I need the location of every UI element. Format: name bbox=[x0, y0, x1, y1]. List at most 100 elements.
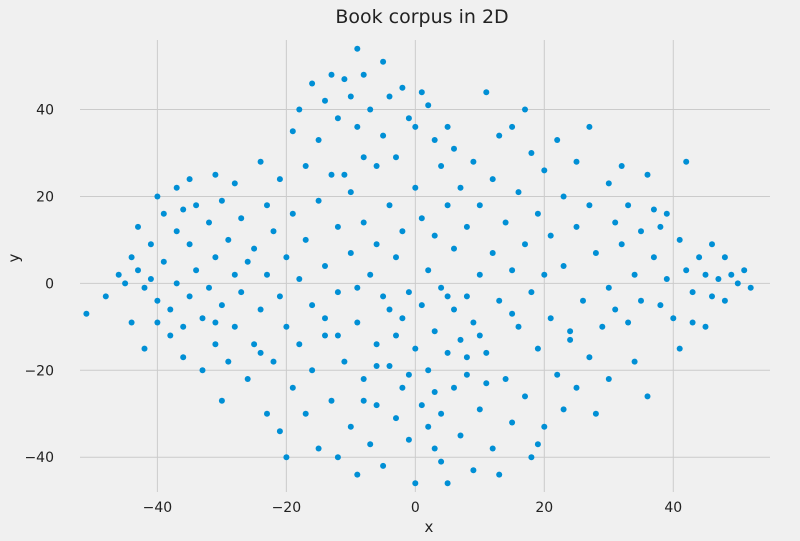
scatter-point bbox=[489, 176, 496, 183]
scatter-point bbox=[251, 341, 258, 348]
scatter-point bbox=[173, 228, 180, 235]
scatter-point bbox=[702, 323, 709, 330]
scatter-point bbox=[309, 80, 316, 87]
scatter-point bbox=[670, 315, 677, 322]
scatter-point bbox=[625, 202, 632, 209]
scatter-point bbox=[367, 441, 374, 448]
scatter-point bbox=[431, 328, 438, 335]
scatter-point bbox=[135, 267, 141, 274]
scatter-point bbox=[167, 332, 174, 339]
y-tick-label: 0 bbox=[45, 276, 54, 292]
x-axis-label: x bbox=[425, 518, 434, 536]
scatter-point bbox=[296, 341, 303, 348]
scatter-point bbox=[431, 232, 438, 239]
scatter-point bbox=[334, 332, 341, 339]
scatter-point bbox=[418, 89, 425, 96]
scatter-point bbox=[676, 345, 683, 352]
scatter-point bbox=[218, 397, 225, 404]
scatter-point bbox=[322, 263, 328, 269]
scatter-point bbox=[605, 376, 612, 382]
scatter-point bbox=[322, 332, 328, 339]
scatter-point bbox=[425, 367, 432, 374]
scatter-point bbox=[173, 184, 180, 191]
scatter-point bbox=[399, 315, 406, 322]
scatter-point bbox=[444, 202, 451, 209]
scatter-point bbox=[102, 293, 109, 300]
scatter-point bbox=[212, 171, 219, 178]
scatter-point bbox=[515, 189, 522, 196]
scatter-point bbox=[238, 289, 245, 296]
scatter-point bbox=[160, 258, 167, 265]
scatter-point bbox=[309, 302, 316, 309]
scatter-point bbox=[573, 384, 580, 391]
scatter-point bbox=[186, 241, 193, 248]
scatter-point bbox=[586, 202, 593, 209]
scatter-point bbox=[657, 302, 664, 309]
scatter-point bbox=[650, 206, 657, 213]
scatter-point bbox=[296, 106, 303, 113]
scatter-point bbox=[541, 271, 548, 278]
scatter-point bbox=[496, 132, 503, 139]
scatter-point bbox=[509, 419, 516, 426]
scatter-point bbox=[141, 284, 148, 291]
scatter-point bbox=[483, 349, 490, 356]
scatter-point bbox=[257, 158, 264, 165]
scatter-point bbox=[360, 219, 367, 226]
scatter-point bbox=[393, 254, 399, 261]
scatter-point bbox=[135, 223, 141, 230]
scatter-point bbox=[296, 276, 303, 282]
scatter-point bbox=[354, 284, 361, 291]
scatter-point bbox=[638, 228, 644, 235]
scatter-point bbox=[347, 93, 354, 100]
scatter-point bbox=[354, 319, 361, 326]
scatter-point bbox=[180, 323, 187, 330]
scatter-point bbox=[463, 223, 470, 230]
scatter-point bbox=[302, 163, 309, 169]
scatter-point bbox=[276, 176, 283, 183]
scatter-point bbox=[212, 254, 219, 261]
scatter-point bbox=[476, 202, 483, 209]
scatter-point bbox=[560, 193, 567, 200]
scatter-point bbox=[431, 445, 438, 452]
scatter-point bbox=[470, 158, 477, 165]
scatter-point bbox=[412, 345, 419, 352]
scatter-point bbox=[373, 341, 380, 348]
scatter-point bbox=[264, 271, 270, 278]
scatter-point bbox=[386, 363, 393, 369]
scatter-point bbox=[644, 171, 651, 178]
scatter-point bbox=[244, 258, 251, 265]
chart-title: Book corpus in 2D bbox=[335, 6, 508, 28]
scatter-point bbox=[115, 271, 122, 278]
scatter-point bbox=[257, 349, 264, 356]
scatter-point bbox=[650, 254, 657, 261]
scatter-point bbox=[264, 410, 270, 417]
scatter-point bbox=[251, 245, 258, 252]
scatter-point bbox=[502, 219, 509, 226]
scatter-point bbox=[728, 271, 735, 278]
scatter-point bbox=[193, 267, 200, 274]
scatter-points bbox=[83, 45, 754, 487]
scatter-point bbox=[734, 280, 741, 287]
scatter-point bbox=[618, 241, 625, 248]
scatter-point bbox=[431, 389, 438, 395]
scatter-point bbox=[567, 328, 574, 335]
scatter-point bbox=[560, 406, 567, 413]
scatter-point bbox=[412, 480, 419, 487]
scatter-point bbox=[522, 241, 528, 248]
scatter-point bbox=[496, 471, 503, 478]
scatter-point bbox=[689, 319, 696, 326]
scatter-point bbox=[438, 163, 445, 169]
scatter-point bbox=[147, 276, 154, 282]
scatter-point bbox=[225, 358, 232, 365]
scatter-point bbox=[347, 250, 354, 256]
scatter-point bbox=[721, 254, 728, 261]
scatter-point bbox=[483, 89, 490, 96]
scatter-point bbox=[522, 106, 528, 113]
scatter-point bbox=[463, 371, 470, 378]
scatter-point bbox=[683, 267, 690, 274]
scatter-point bbox=[418, 302, 425, 309]
scatter-point bbox=[341, 171, 348, 178]
